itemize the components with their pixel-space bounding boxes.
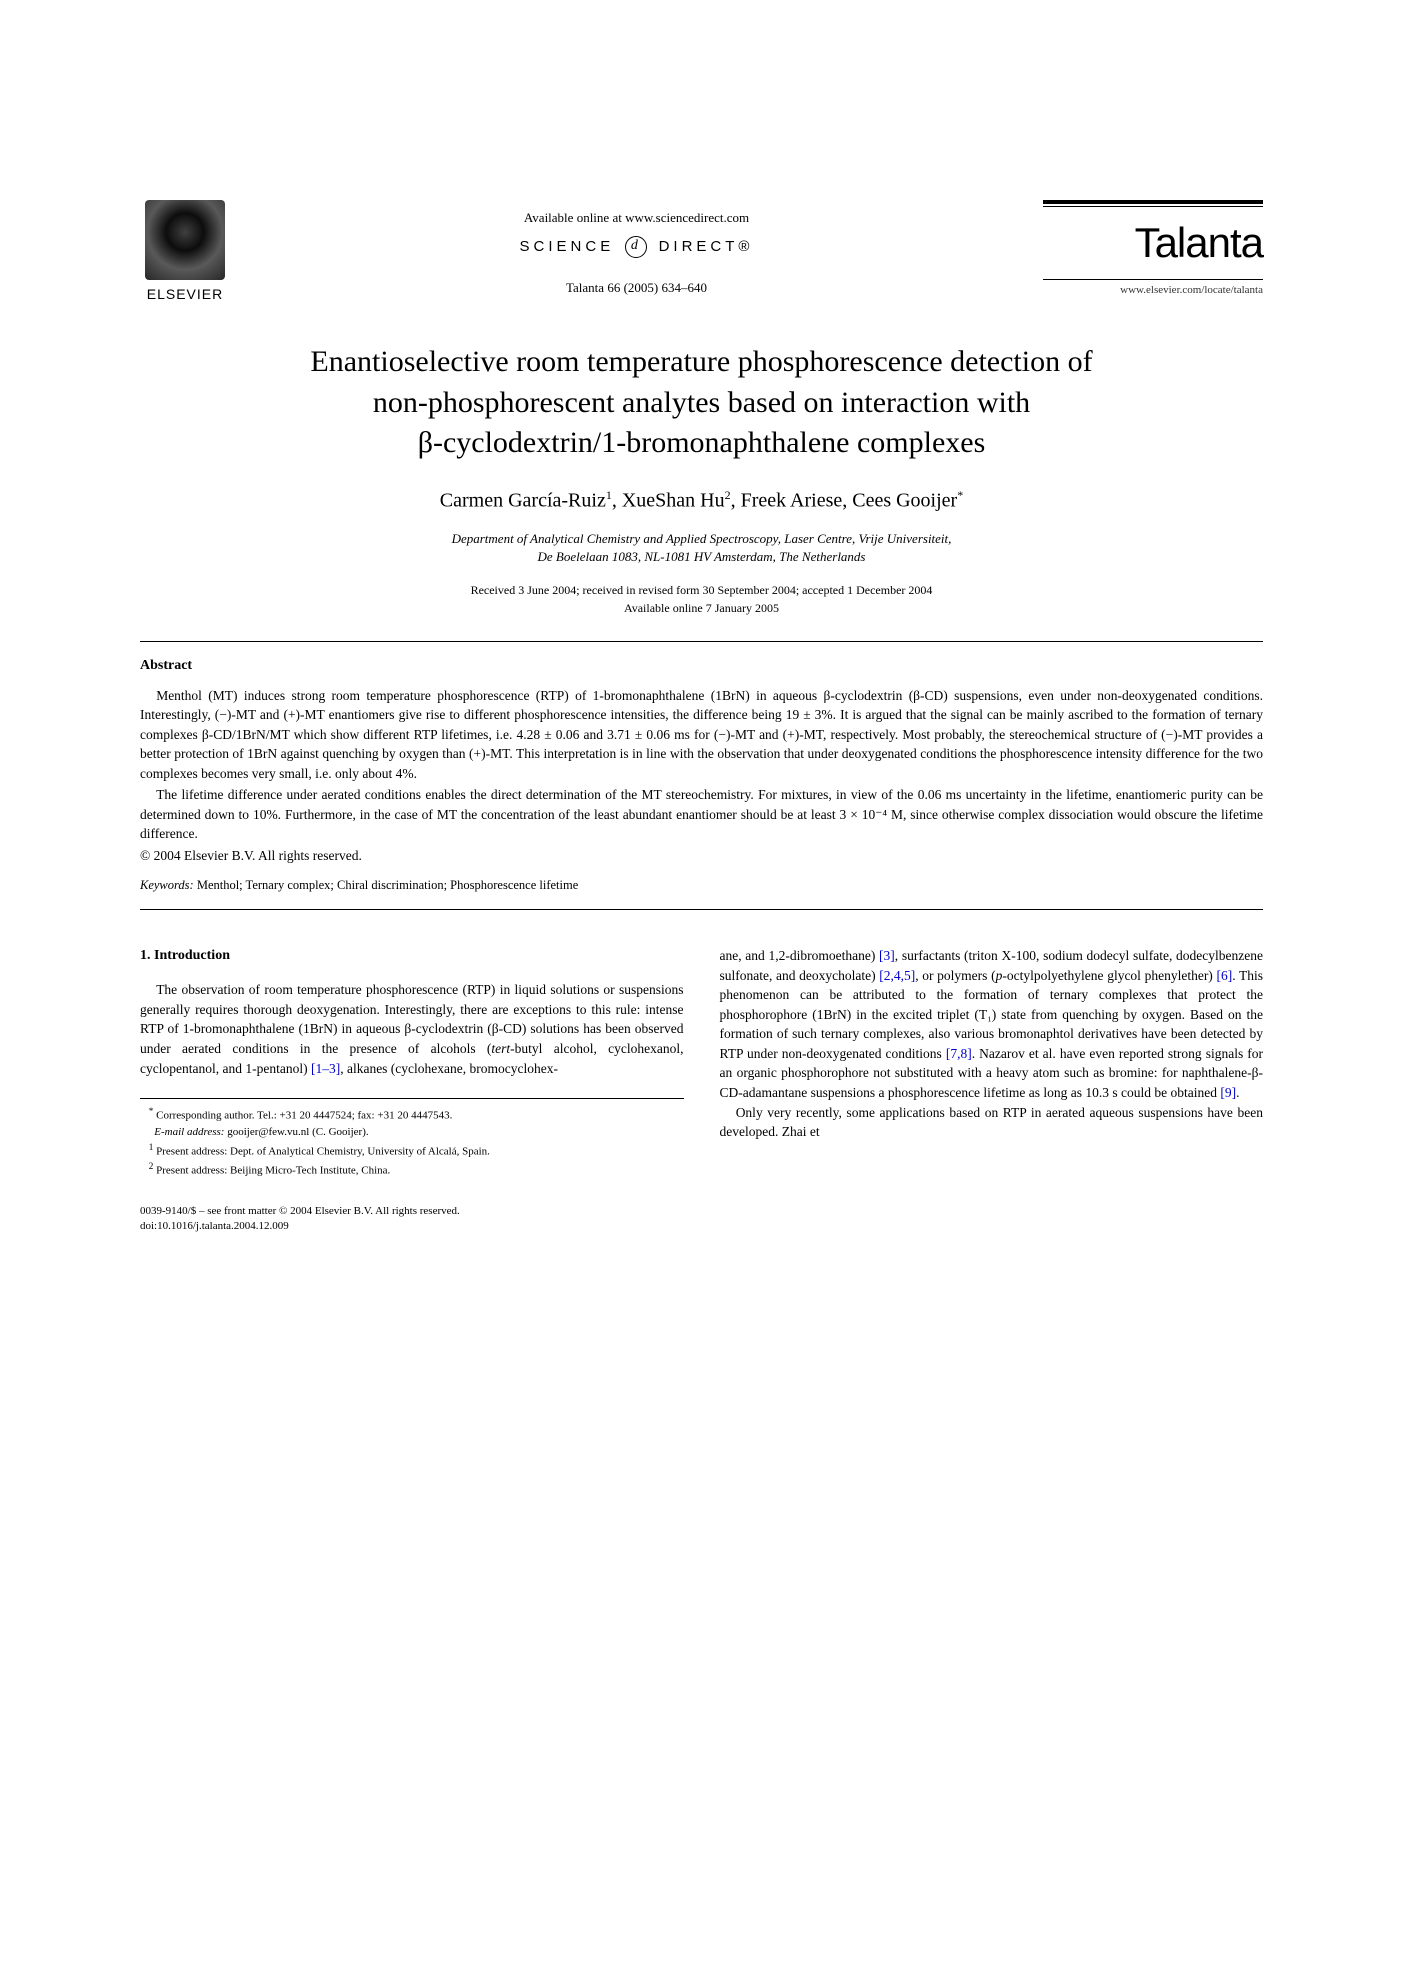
doi-line: doi:10.1016/j.talanta.2004.12.009 bbox=[140, 1219, 1263, 1234]
body-columns: 1. Introduction The observation of room … bbox=[140, 946, 1263, 1180]
publisher-logo: ELSEVIER bbox=[140, 200, 230, 302]
corresponding-author: * Corresponding author. Tel.: +31 20 444… bbox=[140, 1105, 684, 1125]
journal-rule-top bbox=[1043, 200, 1263, 207]
email-line: E-mail address: gooijer@few.vu.nl (C. Go… bbox=[140, 1125, 684, 1141]
cite-245[interactable]: [2,4,5] bbox=[879, 968, 915, 983]
right-column: ane, and 1,2-dibromoethane) [3], surfact… bbox=[720, 946, 1264, 1180]
left-column: 1. Introduction The observation of room … bbox=[140, 946, 684, 1180]
intro-right-p1: ane, and 1,2-dibromoethane) [3], surfact… bbox=[720, 946, 1264, 1103]
page-header: ELSEVIER Available online at www.science… bbox=[140, 200, 1263, 302]
elsevier-tree-icon bbox=[145, 200, 225, 280]
affiliation: Department of Analytical Chemistry and A… bbox=[140, 530, 1263, 566]
journal-box: Talanta www.elsevier.com/locate/talanta bbox=[1043, 200, 1263, 296]
journal-name: Talanta bbox=[1043, 219, 1263, 267]
footnotes-block: * Corresponding author. Tel.: +31 20 444… bbox=[140, 1098, 684, 1180]
bottom-meta: 0039-9140/$ – see front matter © 2004 El… bbox=[140, 1204, 1263, 1235]
footnote-1: 1 Present address: Dept. of Analytical C… bbox=[140, 1141, 684, 1161]
journal-rule-bottom bbox=[1043, 279, 1263, 280]
keywords-line: Keywords: Menthol; Ternary complex; Chir… bbox=[140, 878, 1263, 893]
header-center: Available online at www.sciencedirect.co… bbox=[230, 200, 1043, 296]
citation-line: Talanta 66 (2005) 634–640 bbox=[230, 280, 1043, 296]
sciencedirect-logo: SCIENCE d DIRECT® bbox=[230, 236, 1043, 258]
article-title: Enantioselective room temperature phosph… bbox=[200, 342, 1203, 464]
cite-1-3[interactable]: [1–3] bbox=[311, 1061, 340, 1076]
intro-left-p1: The observation of room temperature phos… bbox=[140, 980, 684, 1078]
keywords-text: Menthol; Ternary complex; Chiral discrim… bbox=[194, 878, 579, 892]
cite-9[interactable]: [9] bbox=[1220, 1085, 1236, 1100]
cite-3[interactable]: [3] bbox=[879, 948, 895, 963]
cite-6[interactable]: [6] bbox=[1216, 968, 1232, 983]
article-dates: Received 3 June 2004; received in revise… bbox=[140, 581, 1263, 617]
section-1-heading: 1. Introduction bbox=[140, 946, 684, 966]
abstract-p1: Menthol (MT) induces strong room tempera… bbox=[140, 686, 1263, 784]
abstract-body: Menthol (MT) induces strong room tempera… bbox=[140, 686, 1263, 865]
available-online-text: Available online at www.sciencedirect.co… bbox=[230, 210, 1043, 226]
journal-url: www.elsevier.com/locate/talanta bbox=[1043, 284, 1263, 296]
authors-line: Carmen García-Ruiz1, XueShan Hu2, Freek … bbox=[140, 488, 1263, 513]
rule-below-keywords bbox=[140, 909, 1263, 910]
cite-78[interactable]: [7,8] bbox=[946, 1046, 972, 1061]
footnote-2: 2 Present address: Beijing Micro-Tech In… bbox=[140, 1160, 684, 1180]
sd-circle-icon: d bbox=[625, 236, 647, 258]
rule-above-abstract bbox=[140, 641, 1263, 642]
issn-line: 0039-9140/$ – see front matter © 2004 El… bbox=[140, 1204, 1263, 1219]
abstract-p2: The lifetime difference under aerated co… bbox=[140, 785, 1263, 844]
intro-right-p2: Only very recently, some applications ba… bbox=[720, 1103, 1264, 1142]
keywords-label: Keywords: bbox=[140, 878, 194, 892]
abstract-copyright: © 2004 Elsevier B.V. All rights reserved… bbox=[140, 848, 1263, 864]
abstract-heading: Abstract bbox=[140, 658, 1263, 674]
publisher-label: ELSEVIER bbox=[147, 286, 223, 302]
